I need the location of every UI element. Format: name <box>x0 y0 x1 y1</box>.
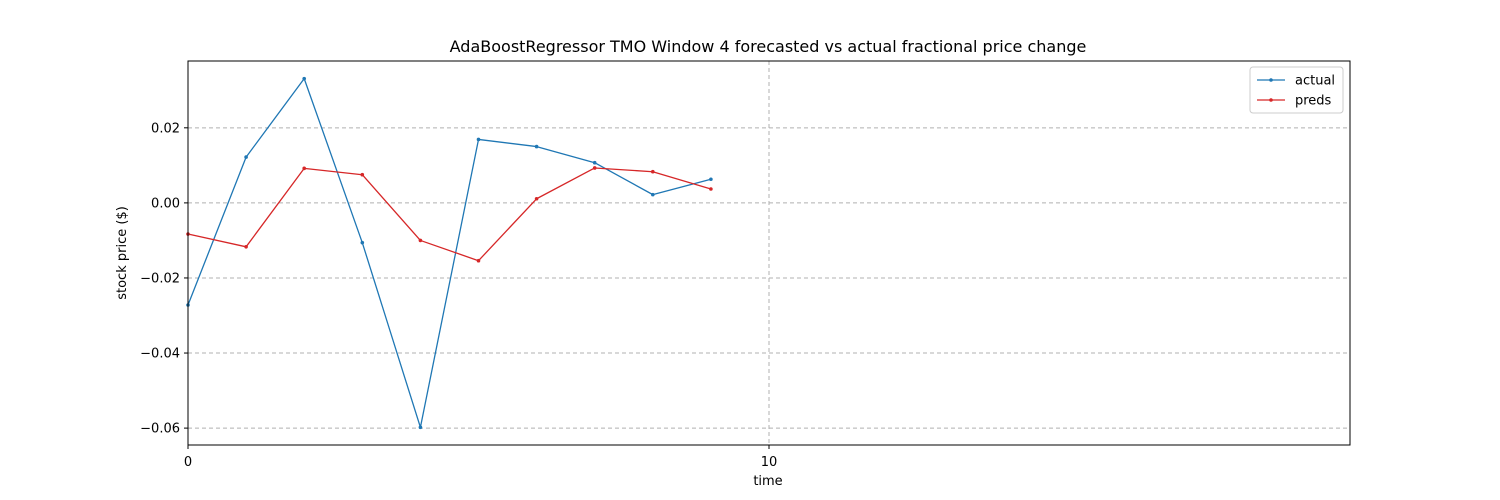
x-axis-label: time <box>753 474 782 489</box>
grid <box>188 61 1350 445</box>
series-lines <box>186 76 713 430</box>
data-point-actual <box>592 160 597 165</box>
data-point-actual <box>534 144 539 149</box>
ticks: 0.02 0.00 −0.02 −0.04 −0.06 0 10 <box>140 121 777 470</box>
data-point-preds <box>709 187 713 191</box>
series-line-preds <box>187 167 712 262</box>
x-tick-label: 0 <box>184 455 192 470</box>
legend-marker-preds <box>1269 98 1273 102</box>
legend-marker-actual <box>1269 78 1273 82</box>
data-point-actual <box>302 76 307 81</box>
data-point-preds <box>418 238 423 243</box>
y-tick-label: −0.06 <box>140 422 180 437</box>
data-point-actual <box>418 425 423 430</box>
legend-box <box>1249 66 1344 114</box>
data-point-preds <box>476 258 481 263</box>
y-tick-label: −0.04 <box>140 347 180 362</box>
data-point-preds <box>244 245 248 249</box>
data-point-actual <box>709 177 713 182</box>
y-axis-label: stock price ($) <box>115 206 130 300</box>
data-point-preds <box>592 166 597 170</box>
data-point-actual <box>360 240 365 245</box>
legend-label-preds: preds <box>1295 94 1332 109</box>
y-tick-label: 0.00 <box>151 196 180 211</box>
data-point-preds <box>360 172 365 177</box>
data-point-preds <box>651 169 655 174</box>
legend-label-actual: actual <box>1295 74 1335 89</box>
y-tick-label: −0.02 <box>140 271 180 286</box>
data-point-actual <box>651 192 655 197</box>
y-tick-label: 0.02 <box>151 121 180 136</box>
data-point-actual <box>244 155 248 159</box>
data-point-preds <box>302 166 307 171</box>
data-point-preds <box>534 196 539 201</box>
data-point-actual <box>476 137 481 142</box>
chart-title: AdaBoostRegressor TMO Window 4 forecaste… <box>450 37 1087 56</box>
series-line-actual <box>187 77 712 429</box>
legend: actual preds <box>1249 66 1344 114</box>
x-tick-label: 10 <box>761 455 778 470</box>
